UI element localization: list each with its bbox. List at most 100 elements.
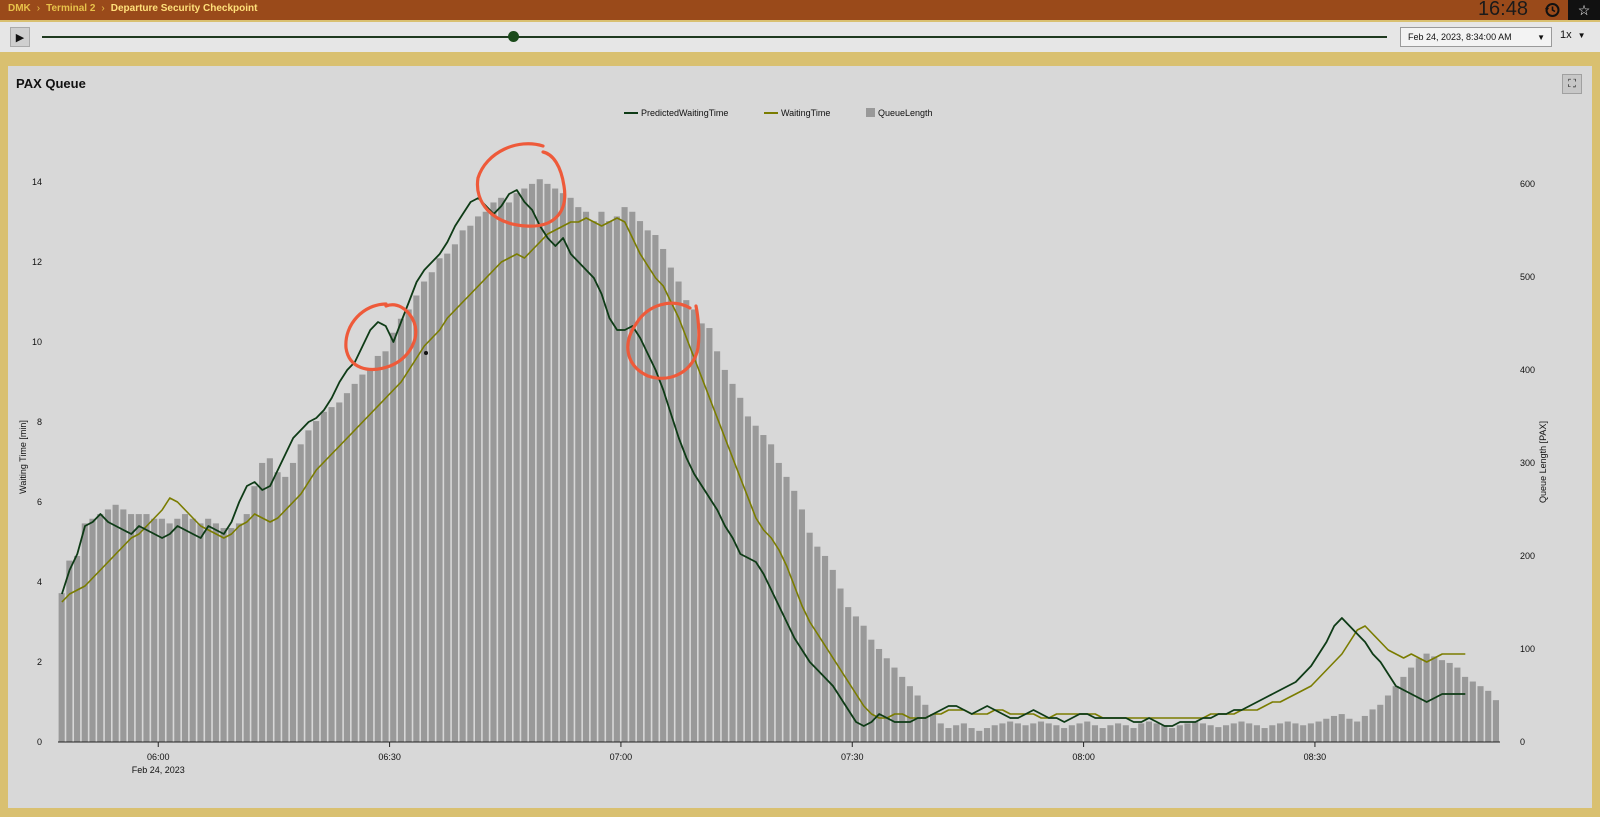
queue-bar — [1446, 662, 1453, 742]
timeline-thumb[interactable] — [507, 31, 519, 42]
queue-bar — [922, 704, 929, 742]
queue-bar — [822, 555, 829, 742]
y-left-tick-label: 8 — [37, 417, 42, 427]
legend-swatch — [866, 108, 875, 117]
queue-bar — [1392, 686, 1399, 742]
queue-bar — [104, 509, 111, 742]
queue-bar — [544, 183, 551, 742]
queue-bar — [937, 723, 944, 742]
timeline-track[interactable] — [42, 36, 1387, 38]
queue-bar — [1076, 723, 1083, 742]
queue-bar — [1145, 721, 1152, 742]
y-right-tick-label: 100 — [1520, 644, 1535, 654]
queue-bar — [899, 676, 906, 742]
y-left-tick-label: 6 — [37, 497, 42, 507]
breadcrumb-item-airport[interactable]: DMK — [8, 3, 31, 14]
queue-bar — [999, 723, 1006, 742]
queue-bar — [1315, 721, 1322, 742]
queue-bar — [1238, 721, 1245, 742]
queue-bar — [868, 639, 875, 742]
queue-bar — [1276, 723, 1284, 742]
queue-bar — [1438, 660, 1446, 742]
queue-bar — [521, 188, 528, 743]
queue-bar — [166, 523, 173, 742]
queue-bar — [459, 230, 466, 743]
queue-bar — [1261, 728, 1268, 742]
queue-bar — [891, 667, 898, 742]
queue-bar — [1400, 676, 1407, 742]
queue-bar — [667, 267, 674, 742]
queue-bar — [1030, 723, 1037, 742]
queue-bar — [652, 235, 659, 742]
x-tick-label: 08:30 — [1304, 752, 1327, 762]
queue-bar — [683, 300, 690, 742]
queue-bar — [490, 202, 497, 743]
queue-bar — [390, 332, 397, 742]
queue-bar — [1300, 725, 1307, 742]
history-icon[interactable] — [1542, 0, 1562, 20]
queue-bar — [475, 216, 482, 743]
queue-bar — [1292, 723, 1299, 742]
breadcrumb-item-terminal[interactable]: Terminal 2 — [46, 3, 96, 14]
y-left-tick-label: 12 — [32, 257, 42, 267]
queue-bar — [1469, 681, 1476, 742]
datetime-select[interactable]: Feb 24, 2023, 8:34:00 AM ▼ — [1400, 27, 1552, 47]
queue-bar — [505, 202, 512, 743]
queue-bar — [74, 555, 81, 742]
star-icon[interactable]: ☆ — [1568, 0, 1600, 20]
queue-bar — [1037, 721, 1045, 742]
breadcrumb: DMK › Terminal 2 › Departure Security Ch… — [8, 3, 257, 14]
queue-bar — [1454, 667, 1461, 742]
queue-bar — [1246, 723, 1253, 742]
speed-select[interactable]: 1x ▼ — [1560, 29, 1586, 41]
annotation-circle — [344, 302, 418, 371]
queue-bar — [806, 532, 813, 742]
queue-bar — [313, 421, 320, 742]
y-left-tick-label: 2 — [37, 657, 42, 667]
y-right-tick-label: 200 — [1520, 551, 1535, 561]
play-button[interactable]: ▶ — [10, 27, 30, 47]
queue-bar — [1045, 723, 1052, 742]
queue-bar — [1307, 723, 1314, 742]
queue-bar — [274, 472, 281, 742]
chevron-down-icon: ▼ — [1577, 31, 1586, 40]
queue-bar — [768, 444, 775, 742]
queue-bar — [1253, 725, 1260, 742]
queue-bar — [721, 369, 728, 742]
queue-bar — [1099, 728, 1106, 742]
queue-bar — [428, 272, 435, 742]
queue-bar — [374, 355, 381, 742]
queue-bar — [220, 528, 227, 742]
queue-bar — [1361, 715, 1368, 742]
queue-bar — [135, 514, 142, 742]
x-tick-label: 07:00 — [610, 752, 633, 762]
queue-bar — [906, 686, 913, 742]
queue-bar — [320, 411, 327, 742]
queue-bar — [536, 179, 543, 743]
queue-bar — [729, 383, 736, 742]
queue-bar — [829, 569, 836, 742]
queue-bar — [112, 504, 119, 742]
annotation-dot — [424, 351, 428, 355]
queue-bar — [359, 374, 366, 742]
queue-bar — [737, 397, 744, 742]
queue-bar — [1207, 725, 1214, 742]
y-right-axis-label: Queue Length [PAX] — [1538, 421, 1548, 503]
queue-bar — [1323, 718, 1330, 742]
queue-bar — [382, 351, 389, 742]
queue-bar — [282, 476, 289, 742]
queue-bar — [629, 211, 636, 742]
queue-bar — [189, 518, 196, 742]
x-tick-label: 07:30 — [841, 752, 864, 762]
expand-button[interactable]: ⛶ — [1562, 74, 1582, 94]
queue-bar — [289, 462, 297, 742]
y-right-tick-label: 0 — [1520, 737, 1525, 747]
queue-bar — [860, 625, 867, 742]
top-bar: DMK › Terminal 2 › Departure Security Ch… — [0, 0, 1600, 20]
queue-bar — [81, 523, 88, 742]
annotation-circle — [626, 301, 701, 380]
queue-bar — [1084, 721, 1091, 742]
queue-bar — [1184, 723, 1191, 742]
queue-bar — [953, 725, 960, 742]
queue-bar — [436, 258, 443, 742]
